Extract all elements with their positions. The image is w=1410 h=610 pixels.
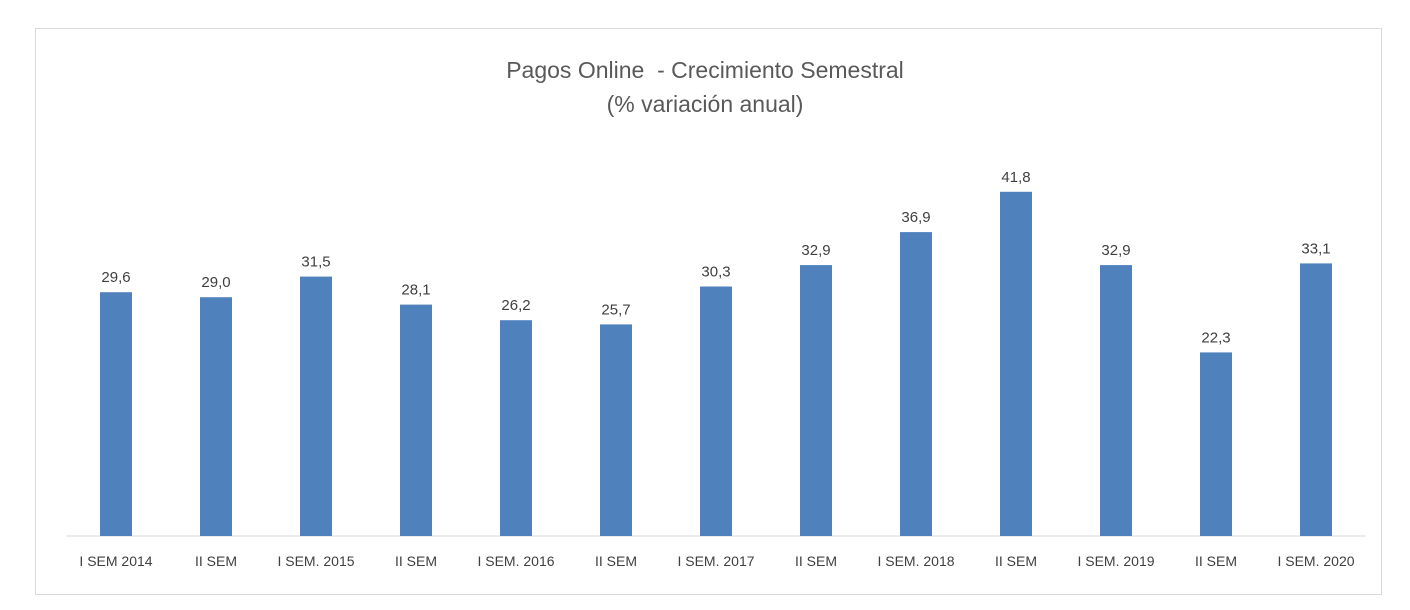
x-tick-label-3: II SEM — [395, 553, 437, 569]
x-tick-labels-group: I SEM 2014 II SEM I SEM. 2015 II SEM I SEM. … — [79, 553, 1354, 569]
chart-subtitle: (% variación anual) — [606, 91, 804, 117]
bar-8 — [900, 232, 932, 536]
data-label-8: 36,9 — [901, 209, 930, 226]
x-tick-label-7: II SEM — [795, 553, 837, 569]
x-tick-label-4: I SEM. 2016 — [477, 553, 554, 569]
data-label-6: 30,3 — [701, 264, 730, 281]
data-label-4: 26,2 — [501, 297, 530, 314]
bar-5 — [600, 324, 632, 536]
bar-12 — [1300, 263, 1332, 536]
x-tick-label-8: I SEM. 2018 — [877, 553, 954, 569]
bar-10 — [1100, 265, 1132, 536]
bar-11 — [1200, 352, 1232, 536]
bar-9 — [1000, 191, 1032, 537]
x-tick-label-0: I SEM 2014 — [79, 553, 152, 569]
bar-4 — [500, 320, 532, 536]
bar-0 — [100, 292, 132, 536]
bar-3 — [400, 304, 432, 536]
x-tick-label-9: II SEM — [995, 553, 1037, 569]
data-label-1: 29,0 — [201, 274, 230, 291]
data-label-5: 25,7 — [601, 301, 630, 318]
x-tick-label-5: II SEM — [595, 553, 637, 569]
x-tick-label-12: I SEM. 2020 — [1277, 553, 1354, 569]
chart-title: Pagos Online - Crecimiento Semestral — [506, 57, 904, 83]
bars-group — [100, 191, 1332, 537]
data-label-12: 33,1 — [1301, 240, 1330, 257]
data-label-0: 29,6 — [101, 269, 130, 286]
bar-7 — [800, 265, 832, 536]
x-tick-label-1: II SEM — [195, 553, 237, 569]
bar-1 — [200, 297, 232, 536]
data-label-3: 28,1 — [401, 282, 430, 299]
data-label-10: 32,9 — [1101, 242, 1130, 259]
bar-2 — [300, 276, 332, 536]
data-label-9: 41,8 — [1001, 169, 1030, 186]
x-tick-label-10: I SEM. 2019 — [1077, 553, 1154, 569]
x-tick-label-2: I SEM. 2015 — [277, 553, 354, 569]
x-tick-label-6: I SEM. 2017 — [677, 553, 754, 569]
data-label-2: 31,5 — [301, 254, 330, 271]
data-labels-group: 29,6 29,0 31,5 28,1 26,2 25,7 30,3 32,9 36,9 41,8… — [101, 169, 1330, 347]
bar-6 — [700, 286, 732, 536]
data-label-11: 22,3 — [1201, 329, 1230, 346]
x-tick-label-11: II SEM — [1195, 553, 1237, 569]
data-label-7: 32,9 — [801, 242, 830, 259]
